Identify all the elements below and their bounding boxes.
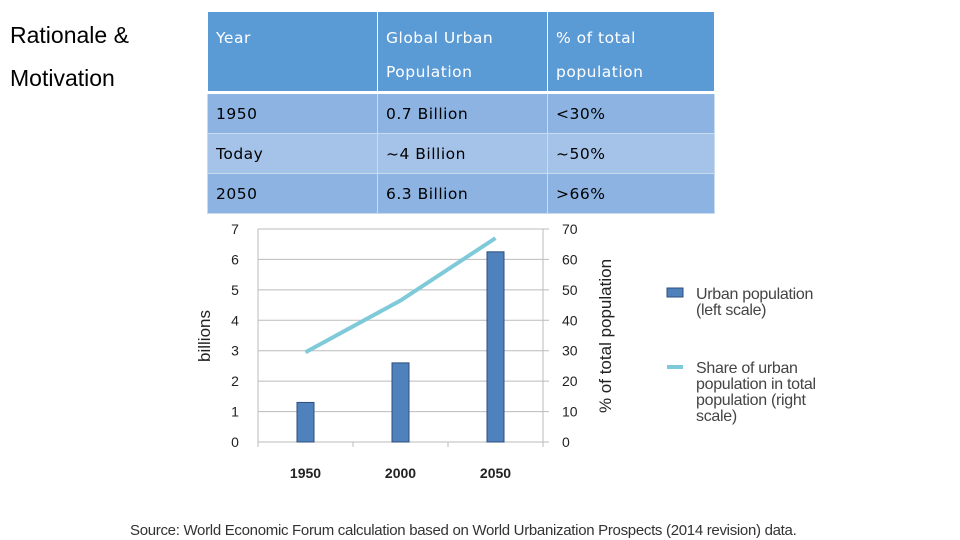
cell: <30% [547,92,715,134]
x-tick-label: 2000 [385,465,416,481]
cell: 2050 [207,173,378,214]
share-line [304,236,497,354]
table-row: 2050 6.3 Billion >66% [207,173,715,214]
cell: ~50% [547,133,715,174]
y-tick-label: 1 [231,404,239,420]
table-row: Today ~4 Billion ~50% [207,133,715,174]
y-tick-label: 2 [231,373,239,389]
y2-tick-label: 50 [562,282,578,298]
x-tick-label: 2050 [480,465,511,481]
y2-tick-label: 40 [562,312,578,328]
cell: >66% [547,173,715,214]
title-line-1: Rationale & [10,22,129,48]
y2-tick-label: 20 [562,373,578,389]
bar-1950 [296,401,315,443]
legend-bar-swatch [666,287,684,298]
y2-tick-label: 10 [562,404,578,420]
bar-2000 [391,362,410,443]
cell: Today [207,133,378,174]
urban-population-table: Year Global Urban Population % of total po… [207,11,715,214]
slide-title: Rationale & Motivation [10,14,180,100]
source-note: Source: World Economic Forum calculation… [130,522,797,539]
cell: 1950 [207,92,378,134]
table-header-row: Year Global Urban Population % of total po… [207,11,715,94]
y-tick-label: 6 [231,251,239,267]
y-tick-label: 4 [231,312,239,328]
y2-tick-label: 30 [562,343,578,359]
header-year: Year [207,11,378,94]
y2-axis-label: % of total population [596,259,615,413]
legend-line-label: Share of urban population in total populat… [696,360,816,425]
bar-2050 [486,251,505,443]
y-tick-label: 3 [231,343,239,359]
y-axis-label: billions [195,310,214,362]
legend-bar-label: Urban population (left scale) [696,286,814,319]
cell: ~4 Billion [377,133,548,174]
cell: 0.7 Billion [377,92,548,134]
title-line-2: Motivation [10,65,115,91]
y2-tick-label: 0 [562,434,570,450]
x-tick-label: 1950 [290,465,321,481]
header-percent-total: % of total population [547,11,715,94]
y-tick-label: 0 [231,434,239,450]
y-tick-label: 7 [231,221,239,237]
header-urban-population: Global Urban Population [377,11,548,94]
table-row: 1950 0.7 Billion <30% [207,92,715,134]
cell: 6.3 Billion [377,173,548,214]
y-tick-label: 5 [231,282,239,298]
y2-tick-label: 70 [562,221,578,237]
y2-tick-label: 60 [562,251,578,267]
